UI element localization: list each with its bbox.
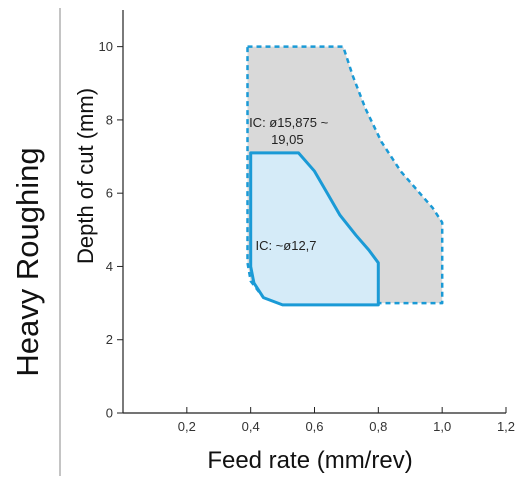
y-tick-label: 8 xyxy=(106,112,113,127)
y-tick-label: 2 xyxy=(106,332,113,347)
y-axis-title: Depth of cut (mm) xyxy=(73,88,98,264)
y-tick-label: 0 xyxy=(106,406,113,421)
labels-layer: IC: ø15,875 ~ 19,05 IC: ~ø12,7 xyxy=(249,115,329,253)
region-ic-127 xyxy=(249,151,380,307)
x-tick-label: 0,2 xyxy=(178,419,196,434)
regions-layer xyxy=(246,45,444,307)
section-title: Heavy Roughing xyxy=(10,147,45,376)
region-label-line: 19,05 xyxy=(271,132,304,147)
y-tick-label: 6 xyxy=(106,186,113,201)
region-label-line: IC: ~ø12,7 xyxy=(255,238,316,253)
x-axis-title: Feed rate (mm/rev) xyxy=(207,447,412,474)
region-label-line: IC: ø15,875 ~ xyxy=(249,115,329,130)
region-label-ic-127: IC: ~ø12,7 xyxy=(255,238,316,253)
y-tick-label: 4 xyxy=(106,259,113,274)
x-tick-label: 1,2 xyxy=(497,419,515,434)
x-tick-label: 0,6 xyxy=(305,419,323,434)
x-tick-label: 1,0 xyxy=(433,419,451,434)
x-tick-label: 0,4 xyxy=(242,419,260,434)
x-tick-label: 0,8 xyxy=(369,419,387,434)
region-label-ic-15875-1905: IC: ø15,875 ~ 19,05 xyxy=(249,115,329,147)
y-tick-label: 10 xyxy=(99,39,113,54)
axes-layer: 0,2 0,4 0,6 0,8 1,0 1,2 0 2 4 6 8 10 xyxy=(99,10,515,434)
